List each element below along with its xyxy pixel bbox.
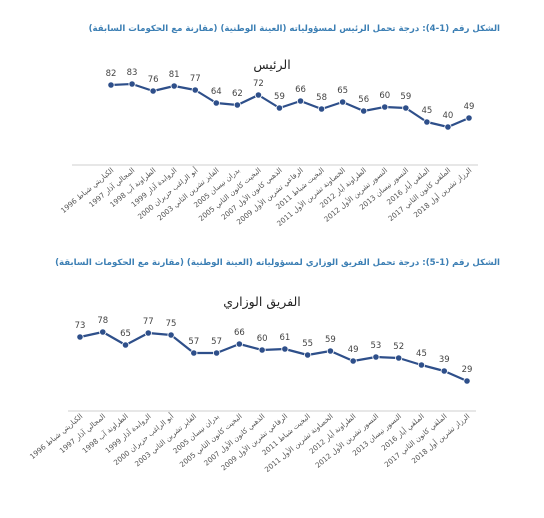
series-line bbox=[79, 330, 468, 383]
data-point bbox=[233, 101, 241, 109]
data-label: 49 bbox=[348, 345, 359, 355]
data-point bbox=[258, 346, 266, 354]
data-label: 76 bbox=[148, 75, 159, 85]
data-label: 45 bbox=[421, 106, 432, 116]
data-point bbox=[170, 82, 178, 90]
data-label: 40 bbox=[443, 111, 454, 121]
data-label: 55 bbox=[302, 339, 313, 349]
data-point bbox=[212, 99, 220, 107]
data-point bbox=[444, 123, 452, 131]
data-point bbox=[440, 367, 448, 375]
data-point bbox=[212, 349, 221, 357]
data-point bbox=[254, 91, 263, 99]
data-point bbox=[144, 329, 152, 337]
data-label: 73 bbox=[75, 321, 86, 331]
data-label: 45 bbox=[416, 349, 427, 359]
data-label: 65 bbox=[337, 86, 348, 96]
data-label: 60 bbox=[257, 334, 268, 344]
data-point bbox=[417, 361, 426, 369]
data-point bbox=[121, 341, 130, 349]
chart2-caption: الشكل رقم (1-5): درجة تحمل الفريق الوزار… bbox=[55, 258, 500, 268]
data-label: 82 bbox=[106, 69, 117, 79]
data-point bbox=[76, 333, 84, 341]
data-label: 72 bbox=[253, 79, 264, 89]
data-point bbox=[191, 86, 199, 94]
data-label: 60 bbox=[379, 91, 390, 101]
chart1-title: الرئيس bbox=[253, 57, 291, 72]
data-label: 29 bbox=[462, 365, 473, 375]
data-point bbox=[128, 80, 136, 88]
data-label: 81 bbox=[169, 70, 180, 80]
chart1-caption: الشكل رقم (1-4): درجة تحمل الرئيس لمسؤول… bbox=[88, 24, 500, 34]
chart2-title: الفريق الوزاري bbox=[223, 294, 301, 309]
data-label: 49 bbox=[464, 102, 475, 112]
data-label: 62 bbox=[232, 89, 243, 99]
data-label: 59 bbox=[325, 335, 336, 345]
data-label: 39 bbox=[439, 355, 450, 365]
data-point bbox=[339, 98, 347, 106]
data-point bbox=[326, 347, 335, 355]
data-label: 75 bbox=[166, 319, 177, 329]
data-label: 56 bbox=[358, 95, 369, 105]
data-label: 78 bbox=[97, 316, 108, 326]
data-label: 59 bbox=[274, 92, 285, 102]
data-point bbox=[296, 97, 305, 105]
data-point bbox=[281, 345, 289, 353]
data-label: 58 bbox=[316, 93, 327, 103]
data-point bbox=[304, 351, 312, 359]
data-point bbox=[317, 105, 326, 113]
data-point bbox=[381, 103, 389, 111]
data-label: 66 bbox=[234, 328, 245, 338]
data-label: 77 bbox=[190, 74, 201, 84]
data-label: 57 bbox=[211, 337, 222, 347]
data-point bbox=[107, 81, 115, 89]
data-label: 66 bbox=[295, 85, 306, 95]
data-label: 83 bbox=[127, 68, 138, 78]
data-point bbox=[149, 87, 157, 95]
data-label: 64 bbox=[211, 87, 222, 97]
data-point bbox=[349, 357, 357, 365]
data-point bbox=[167, 331, 175, 339]
data-label: 65 bbox=[120, 329, 131, 339]
data-label: 77 bbox=[143, 317, 154, 327]
data-point bbox=[190, 349, 198, 357]
data-point bbox=[360, 107, 368, 115]
data-point bbox=[275, 104, 284, 112]
data-point bbox=[402, 104, 410, 112]
data-point bbox=[235, 340, 243, 348]
data-point bbox=[465, 114, 473, 122]
data-label: 61 bbox=[279, 333, 290, 343]
data-point bbox=[463, 377, 471, 385]
data-point bbox=[423, 118, 431, 126]
data-label: 52 bbox=[393, 342, 404, 352]
data-label: 53 bbox=[371, 341, 382, 351]
data-point bbox=[99, 328, 107, 336]
data-point bbox=[372, 353, 380, 361]
data-point bbox=[395, 354, 403, 362]
data-label: 59 bbox=[400, 92, 411, 102]
data-label: 57 bbox=[188, 337, 199, 347]
